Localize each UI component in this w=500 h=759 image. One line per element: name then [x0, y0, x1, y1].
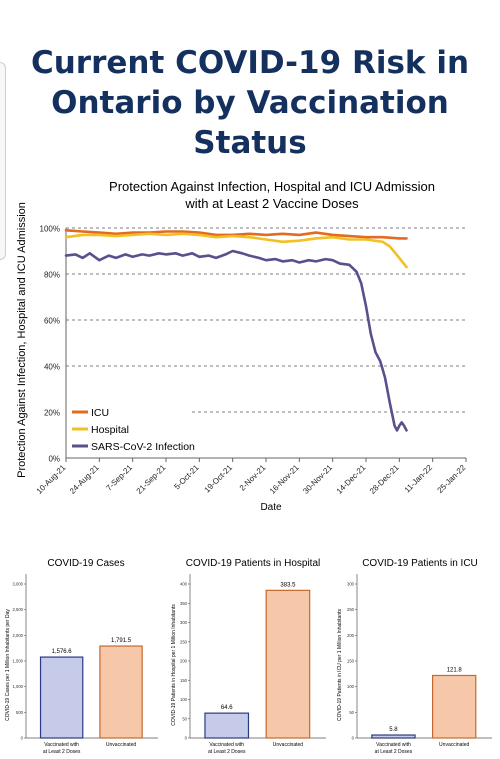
y-tick-label: 40%	[44, 363, 60, 372]
bar-category-label: Unvaccinated	[106, 742, 137, 748]
bar-y-tick-label: 0	[21, 736, 24, 741]
y-axis-title: Protection Against Infection, Hospital a…	[16, 202, 28, 478]
bar-chart-title: COVID-19 Cases	[47, 558, 124, 569]
bar-y-tick-label: 300	[347, 582, 355, 587]
x-tick-label: 16-Nov-21	[268, 463, 301, 496]
y-tick-label: 100%	[40, 225, 60, 234]
bar-y-axis-title: COVID-19 Cases per 1 Million Inhabitants…	[5, 609, 11, 721]
line-chart-subtitle: with at Least 2 Vaccine Doses	[184, 196, 359, 211]
bar-y-tick-label: 2,000	[13, 633, 24, 638]
bar-y-tick-label: 50	[182, 716, 187, 721]
bar-y-tick-label: 350	[180, 601, 188, 606]
bar-chart-title: COVID-19 Patients in Hospital	[186, 558, 321, 569]
series-line-sars-cov-2-infection	[64, 249, 408, 432]
bar-value-label: 64.6	[221, 705, 233, 711]
x-tick-label: 24-Aug-21	[68, 463, 101, 496]
x-tick-label: 2-Nov-21	[238, 463, 268, 493]
bar-chart-title: COVID-19 Patients in ICU	[362, 558, 478, 569]
bar-category-label: Unvaccinated	[439, 742, 470, 748]
bar-value-label: 1,576.6	[52, 649, 73, 655]
x-tick-label: 11-Jan-22	[403, 463, 435, 495]
bar-y-tick-label: 50	[349, 710, 354, 715]
bar-y-tick-label: 200	[180, 659, 188, 664]
y-tick-label: 0%	[48, 455, 60, 464]
bar-unvaccinated	[432, 674, 477, 739]
y-tick-label: 20%	[44, 409, 60, 418]
bar-category-label: Vaccinated with	[376, 742, 411, 748]
bar-y-tick-label: 200	[347, 633, 355, 638]
legend-label: ICU	[91, 407, 109, 419]
bar-y-tick-label: 300	[180, 620, 188, 625]
bar-y-tick-label: 0	[185, 736, 188, 741]
x-tick-label: 28-Dec-21	[368, 463, 401, 496]
bar-y-tick-label: 250	[347, 607, 355, 612]
bar-category-label: Vaccinated with	[209, 742, 244, 748]
bar-vaccinated	[371, 734, 416, 739]
x-tick-label: 21-Sep-21	[135, 463, 168, 496]
bar-value-label: 1,791.5	[111, 638, 132, 644]
x-tick-label: 10-Aug-21	[35, 463, 68, 496]
line-chart-title: Protection Against Infection, Hospital a…	[109, 179, 435, 194]
page-title-line: Ontario by Vaccination	[51, 84, 449, 121]
x-tick-label: 30-Nov-21	[301, 463, 334, 496]
bar-y-tick-label: 2,500	[13, 607, 24, 612]
bar-y-tick-label: 1,000	[13, 684, 24, 689]
bar-value-label: 383.5	[280, 582, 296, 588]
y-tick-label: 60%	[44, 317, 60, 326]
bar-y-tick-label: 3,000	[13, 582, 24, 587]
bar-y-tick-label: 500	[16, 710, 24, 715]
bar-category-label: at Least 2 Doses	[43, 749, 81, 755]
bar-y-axis-title: COVID-19 Patients in ICU per 1 Million I…	[337, 609, 343, 721]
bar-category-label: at Least 2 Doses	[375, 749, 413, 755]
bar-y-tick-label: 400	[180, 582, 188, 587]
bar-y-tick-label: 250	[180, 639, 188, 644]
bar-vaccinated	[39, 656, 84, 739]
bar-category-label: Vaccinated with	[44, 742, 79, 748]
bar-y-tick-label: 100	[180, 697, 188, 702]
bar-value-label: 121.8	[447, 667, 463, 673]
bar-value-label: 5.8	[389, 727, 398, 733]
legend-label: SARS-CoV-2 Infection	[91, 441, 195, 453]
series-line-hospital	[64, 232, 408, 269]
x-axis-title: Date	[260, 502, 282, 513]
bar-category-label: at Least 2 Doses	[208, 749, 246, 755]
bar-unvaccinated	[265, 589, 311, 739]
bar-vaccinated	[204, 712, 250, 739]
bar-y-tick-label: 150	[347, 659, 355, 664]
x-tick-label: 5-Oct-21	[172, 463, 201, 492]
page-title-line: Status	[193, 124, 307, 161]
x-tick-label: 7-Sep-21	[104, 463, 134, 493]
bar-y-axis-title: COVID-19 Patients in Hospital per 1 Mill…	[171, 604, 177, 726]
page-title-line: Current COVID-19 Risk in	[30, 44, 470, 81]
bar-y-tick-label: 0	[352, 736, 355, 741]
bar-y-tick-label: 100	[347, 684, 355, 689]
page-title: Current COVID-19 Risk in Ontario by Vacc…	[0, 43, 500, 163]
bar-unvaccinated	[99, 645, 143, 739]
bar-y-tick-label: 1,500	[13, 659, 24, 664]
x-tick-label: 25-Jan-22	[436, 463, 468, 495]
bar-category-label: Unvaccinated	[273, 742, 304, 748]
legend-label: Hospital	[91, 424, 129, 436]
series-line-icu	[64, 229, 408, 240]
x-tick-label: 19-Oct-21	[203, 463, 235, 495]
y-tick-label: 80%	[44, 271, 60, 280]
bar-y-tick-label: 150	[180, 678, 188, 683]
x-tick-label: 14-Dec-21	[335, 463, 368, 496]
